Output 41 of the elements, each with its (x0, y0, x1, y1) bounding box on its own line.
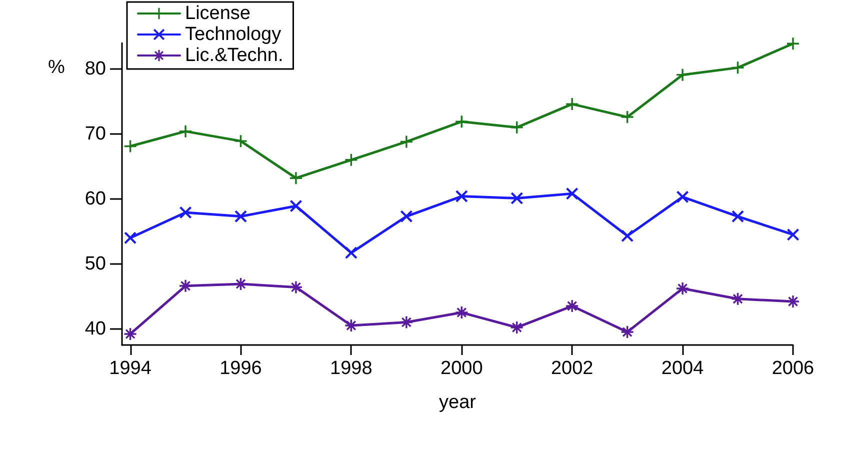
point (787, 228, 799, 241)
point (400, 136, 412, 148)
point (621, 230, 634, 242)
point (621, 111, 634, 124)
point (676, 68, 689, 81)
point (124, 232, 136, 244)
y-axis-title: % (48, 56, 65, 78)
legend-label: Technology (185, 24, 282, 45)
point (676, 190, 689, 203)
point (510, 121, 523, 134)
point (290, 172, 302, 184)
point (345, 246, 358, 259)
point (732, 210, 744, 222)
point (180, 206, 192, 219)
x-axis-title: year (439, 392, 477, 413)
point (180, 125, 192, 138)
legend-label: License (185, 3, 250, 24)
y-tick-label: 70 (84, 123, 106, 144)
point (566, 98, 578, 110)
point (566, 188, 578, 200)
y-tick-label: 40 (84, 318, 106, 340)
y-tick-label: 50 (84, 253, 106, 274)
legend-label: Lic.&Techn. (185, 45, 284, 66)
x-tick-label: 1998 (330, 358, 372, 379)
x-tick-label: 2004 (661, 358, 704, 379)
point (290, 200, 302, 212)
x-tick-label: 2006 (772, 358, 814, 379)
point (345, 154, 358, 166)
point (456, 116, 468, 128)
point (787, 38, 799, 50)
x-tick-label: 1996 (220, 358, 262, 379)
x-tick-label: 2002 (550, 358, 594, 379)
point (234, 135, 247, 148)
y-tick-label: 60 (84, 188, 106, 210)
point (510, 192, 523, 204)
point (400, 210, 412, 222)
y-tick-label: 80 (84, 58, 106, 80)
point (456, 190, 468, 202)
x-tick-label: 2000 (440, 358, 483, 379)
point (234, 210, 247, 222)
x-tick-label: 1994 (109, 358, 152, 379)
